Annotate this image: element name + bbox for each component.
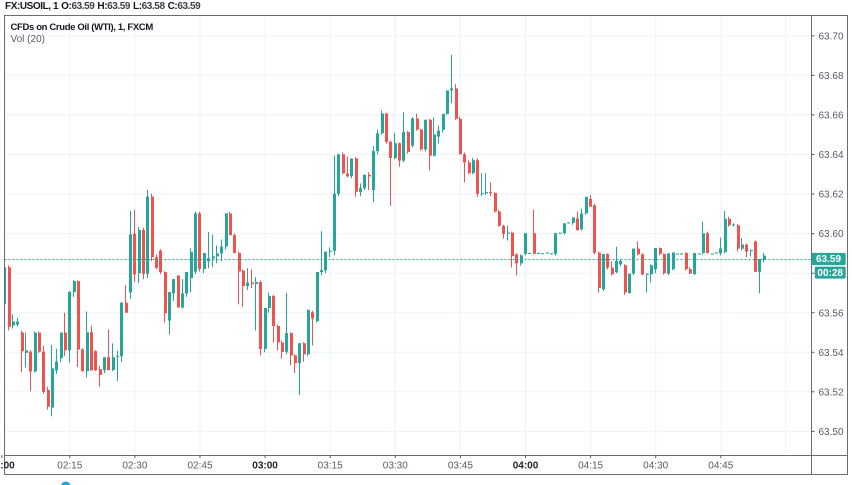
svg-text:03:45: 03:45 [448,461,473,472]
svg-text:04:00: 04:00 [513,461,539,472]
svg-text:63.56: 63.56 [819,308,844,319]
svg-text:00:28: 00:28 [817,268,843,279]
svg-text:63.60: 63.60 [819,229,844,240]
svg-text:02:00: 02:00 [0,461,15,472]
svg-text:63.62: 63.62 [819,190,844,201]
svg-text:63.68: 63.68 [819,71,844,82]
svg-text:03:00: 03:00 [252,461,278,472]
svg-text:02:15: 02:15 [57,461,82,472]
svg-text:63.50: 63.50 [819,427,844,438]
svg-text:63.54: 63.54 [819,348,844,359]
svg-text:03:30: 03:30 [383,461,408,472]
svg-text:63.66: 63.66 [819,111,844,122]
svg-text:63.64: 63.64 [819,150,844,161]
svg-text:63.70: 63.70 [819,31,844,42]
svg-text:02:30: 02:30 [122,461,147,472]
svg-text:04:45: 04:45 [708,461,733,472]
svg-text:03:15: 03:15 [318,461,343,472]
svg-text:04:30: 04:30 [643,461,668,472]
svg-text:63.52: 63.52 [819,387,844,398]
svg-text:63.59: 63.59 [816,254,841,265]
svg-text:04:15: 04:15 [578,461,603,472]
svg-text:02:45: 02:45 [187,461,212,472]
